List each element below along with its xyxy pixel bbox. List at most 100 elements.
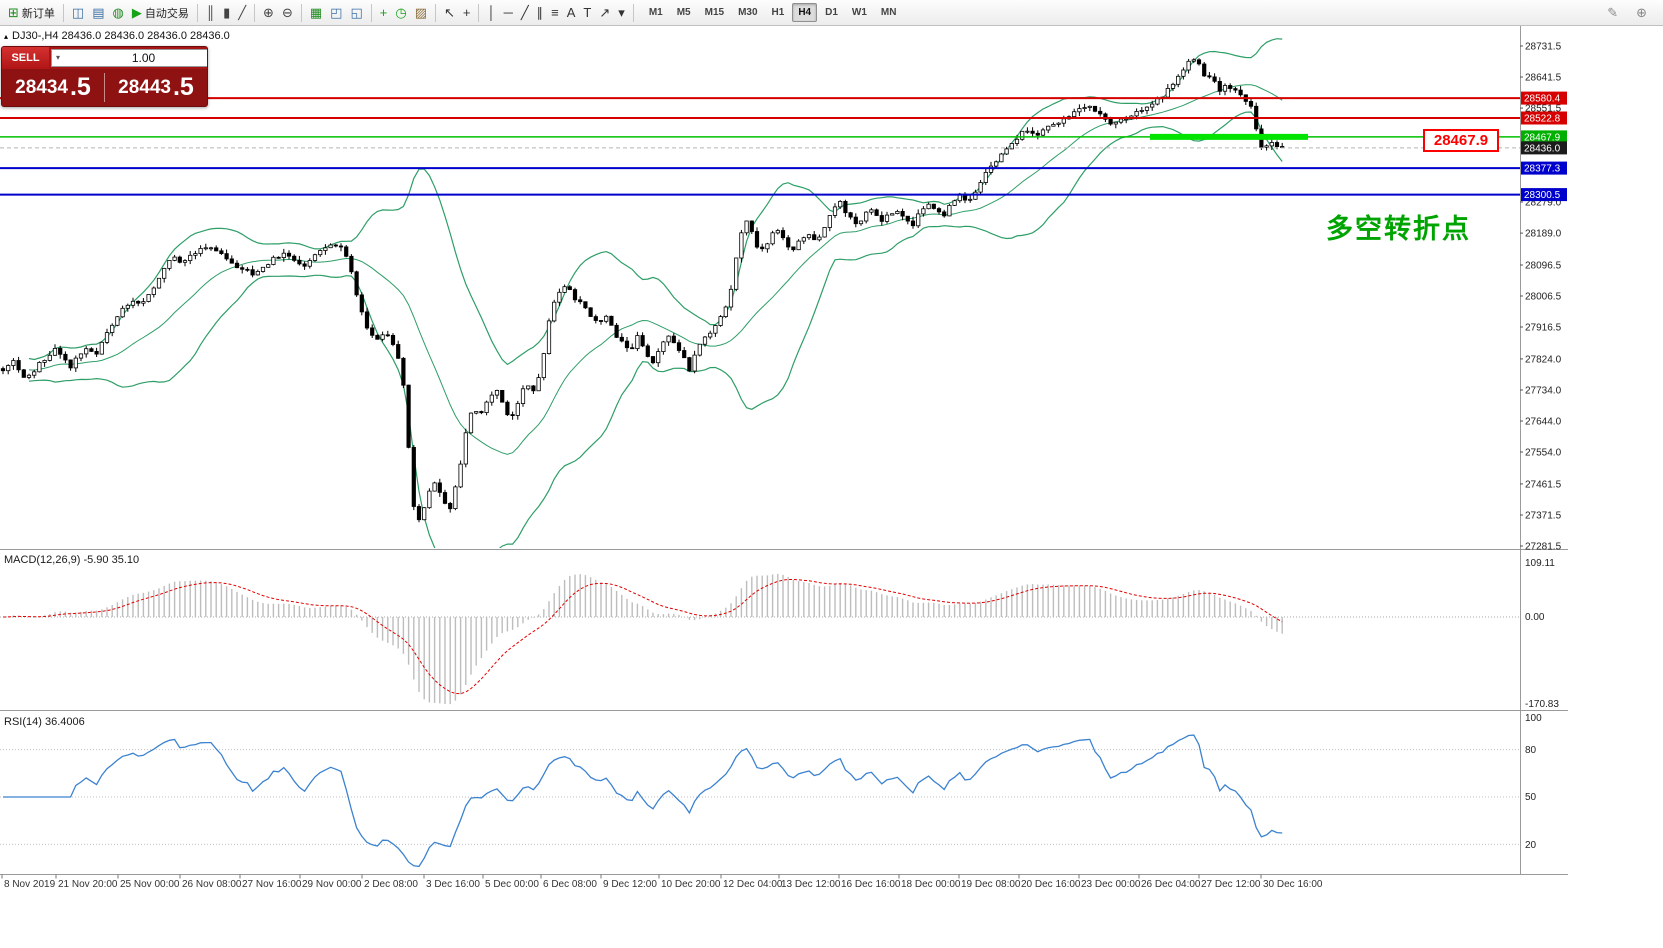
price-axis-label: 28189.0	[1525, 229, 1562, 240]
profiles-button[interactable]: ▤	[88, 3, 108, 23]
timeframe-m15-button[interactable]: M15	[704, 7, 725, 18]
macd-axis-label: -170.83	[1525, 699, 1559, 710]
cascade-windows-button[interactable]: ◱	[346, 3, 366, 23]
toolbar: ⊞ 新订单 ◫ ▤ ◍ ▶ 自动交易 ║ ▮ ╱ ⊕ ⊖ ▦ ◰ ◱ + ◷ ▨ ↖ + │ ─ ╱ ∥ ≡ A T ↗ ▾ M1 M5 M…	[0, 0, 1663, 26]
line-chart-button[interactable]: ╱	[234, 3, 250, 23]
trendline-button[interactable]: ╱	[517, 3, 533, 23]
templates-button[interactable]: ▨	[411, 3, 431, 23]
volume-control: ▾ ▴	[51, 49, 207, 67]
text-button[interactable]: A	[563, 3, 580, 23]
rsi-label: RSI(14) 36.4006	[4, 716, 85, 728]
bar-chart-button[interactable]: ║	[202, 3, 219, 23]
auto-arrange-button[interactable]: ▦	[306, 3, 326, 23]
time-axis-label: 16 Dec 16:00	[841, 879, 901, 890]
price-level-tag-text: 28522.8	[1524, 114, 1561, 125]
price-axis-label: 27461.5	[1525, 479, 1562, 490]
price-level-tag	[1521, 111, 1567, 125]
rsi-axis-label: 20	[1525, 840, 1537, 851]
arrow-tools-icon: ↗	[599, 4, 611, 20]
candlestick-chart-button[interactable]: ▮	[219, 3, 234, 23]
zoom-in-button[interactable]: ⊕	[259, 3, 278, 23]
ask-price-fraction: .5	[172, 73, 194, 101]
time-axis: 8 Nov 2019 21 Nov 20:00 25 Nov 00:00 26 Nov…	[1, 874, 1323, 890]
cursor-icon: ↖	[443, 4, 455, 20]
price-callout-label[interactable]: 28467.9	[1423, 129, 1499, 152]
chart-canvas[interactable]: 28731.5 28641.5 28551.5 28279.0 28189.0 28096…	[0, 26, 1663, 948]
new-order-button[interactable]: ⊞ 新订单	[4, 3, 59, 23]
zoom-out-button[interactable]: ⊖	[278, 3, 297, 23]
search-button[interactable]: ⊕	[1632, 3, 1651, 23]
indicators-button[interactable]: +	[376, 3, 392, 23]
price-axis-label: 28096.5	[1525, 261, 1562, 272]
timeframe-m30-button[interactable]: M30	[738, 7, 758, 18]
search-icon: ⊕	[1636, 4, 1647, 20]
chart-window-button[interactable]: ◫	[68, 3, 88, 23]
draw-button[interactable]: ✎	[1603, 3, 1622, 23]
arrow-tools-button[interactable]: ↗	[595, 3, 614, 23]
text-label-button[interactable]: T	[579, 3, 595, 23]
panel-separators	[0, 26, 1568, 875]
time-axis-label: 6 Dec 08:00	[543, 879, 597, 890]
ask-price[interactable]: 28443.5	[105, 69, 207, 106]
new-order-icon: ⊞	[8, 4, 19, 20]
time-axis-label: 26 Nov 08:00	[182, 879, 242, 890]
timeframe-h4-button[interactable]: H4	[792, 3, 818, 22]
rsi-axis-label: 50	[1525, 792, 1537, 803]
volume-input[interactable]	[64, 50, 207, 66]
timeframe-m5-button[interactable]: M5	[676, 7, 691, 18]
timeframe-h1-button[interactable]: H1	[771, 7, 785, 18]
timeframe-mn-button[interactable]: MN	[880, 7, 897, 18]
time-axis-label: 20 Dec 16:00	[1021, 879, 1081, 890]
time-axis-label: 12 Dec 04:00	[723, 879, 783, 890]
bid-price-main: 28434	[15, 76, 68, 98]
timeframe-m1-button[interactable]: M1	[648, 7, 663, 18]
price-axis-label: 28006.5	[1525, 292, 1562, 303]
price-axis-label: 27734.0	[1525, 386, 1562, 397]
chart-area[interactable]: 28731.5 28641.5 28551.5 28279.0 28189.0 28096…	[0, 26, 1663, 948]
timeframe-toolbar: M1 M5 M15 M30 H1 H4 D1 W1 MN	[642, 3, 904, 22]
equidistant-channel-button[interactable]: ∥	[533, 3, 548, 23]
timeframe-w1-button[interactable]: W1	[851, 7, 867, 18]
rsi-panel: 100 80 50 20	[0, 713, 1542, 868]
templates-icon: ▨	[414, 4, 427, 20]
time-axis-label: 29 Nov 00:00	[302, 879, 362, 890]
time-axis-label: 30 Dec 16:00	[1263, 879, 1323, 890]
bar-chart-icon: ║	[205, 4, 216, 20]
volume-down-button[interactable]: ▾	[55, 53, 60, 62]
cursor-button[interactable]: ↖	[440, 3, 459, 23]
macd-axis-label: 109.11	[1525, 558, 1555, 569]
price-level-tag	[1521, 188, 1567, 202]
price-level-tag	[1521, 161, 1567, 175]
time-axis-label: 10 Dec 20:00	[661, 879, 721, 890]
price-axis-label: 28731.5	[1525, 42, 1562, 53]
timeframe-d1-button[interactable]: D1	[825, 7, 838, 18]
time-axis-label: 27 Nov 16:00	[242, 879, 302, 890]
price-level-tag-text: 28377.3	[1524, 164, 1561, 175]
data-window-button[interactable]: ◍	[109, 3, 128, 23]
trade-widget-controls: SELL ▾ ▴ BUY	[2, 47, 207, 69]
time-axis-label: 25 Nov 00:00	[120, 879, 180, 890]
periods-icon: ◷	[395, 4, 407, 20]
price-axis-label: 27824.0	[1525, 354, 1562, 365]
tile-windows-button[interactable]: ◰	[326, 3, 346, 23]
price-axis-label: 27371.5	[1525, 511, 1562, 522]
price-axis-label: 27916.5	[1525, 323, 1562, 334]
price-axis-label: 28641.5	[1525, 73, 1562, 84]
toolbar-separator	[478, 3, 480, 22]
auto-trading-button[interactable]: ▶ 自动交易	[128, 3, 193, 23]
price-axis-label: 27554.0	[1525, 448, 1562, 459]
vertical-line-button[interactable]: │	[483, 3, 499, 23]
sell-button[interactable]: SELL	[2, 47, 49, 69]
annotation-text: 多空转折点	[1326, 214, 1471, 244]
macd-label: MACD(12,26,9) -5.90 35.10	[4, 554, 140, 566]
time-axis-label: 13 Dec 12:00	[781, 879, 841, 890]
horizontal-line-button[interactable]: ─	[500, 3, 517, 23]
arrow-tools-dropdown-button[interactable]: ▾	[614, 3, 629, 23]
bollinger-bands	[28, 38, 1283, 548]
price-level-tag	[1521, 141, 1567, 155]
periods-button[interactable]: ◷	[391, 3, 410, 23]
bid-price[interactable]: 28434.5	[2, 69, 104, 106]
symbol-ohlc-text: DJ30-,H4 28436.0 28436.0 28436.0 28436.0	[12, 30, 230, 42]
fibonacci-retracement-button[interactable]: ≡	[547, 3, 563, 23]
crosshair-button[interactable]: +	[459, 3, 475, 23]
